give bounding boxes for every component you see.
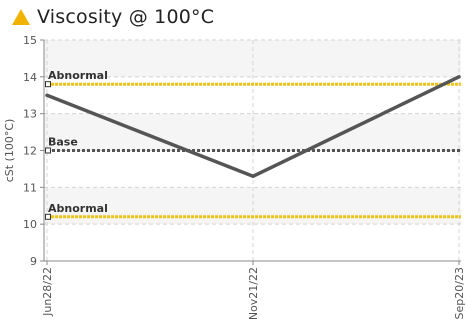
data-point [457, 75, 461, 79]
widget-header: Viscosity @ 100°C [0, 0, 466, 34]
x-tick-label: Jun28/22 [41, 267, 54, 317]
y-tick-label: 14 [23, 71, 37, 84]
x-tick-label: Sep20/23 [453, 267, 466, 319]
chart-title: Viscosity @ 100°C [37, 6, 215, 28]
reference-marker [45, 147, 51, 154]
reference-line-label: Base [48, 136, 78, 149]
series-group [45, 75, 461, 179]
reference-marker [45, 81, 51, 88]
axes [40, 39, 461, 265]
y-tick-label: 15 [23, 34, 37, 47]
y-tick-label: 10 [23, 218, 37, 231]
y-tick-label: 11 [23, 181, 37, 194]
reference-line-label: Abnormal [48, 69, 108, 82]
reference-line-label: Abnormal [48, 202, 108, 215]
x-tick-label: Nov21/22 [247, 267, 260, 320]
data-point [45, 93, 49, 97]
warning-triangle-icon [12, 9, 30, 25]
y-tick-label: 12 [23, 145, 37, 158]
y-tick-label: 9 [30, 255, 37, 268]
y-tick-label: 13 [23, 108, 37, 121]
reference-lines: Abnormal Base Abnormal [45, 69, 461, 220]
reference-marker [45, 213, 51, 220]
tick-labels: 9 10 11 12 13 14 15 cSt (100°C) Jun28/22 Nov21/22… [3, 34, 466, 320]
y-axis-title: cSt (100°C) [3, 119, 16, 183]
data-point [251, 174, 255, 178]
